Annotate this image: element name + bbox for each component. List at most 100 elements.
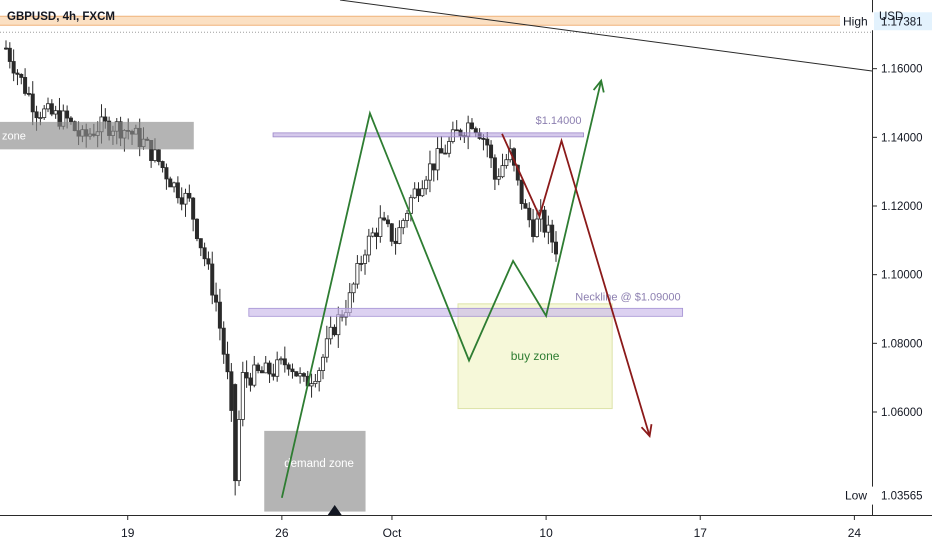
candle [286,362,291,376]
candle [447,136,452,158]
candle-body [202,247,207,260]
candle [236,410,241,487]
candle [527,202,532,228]
candle [210,251,215,305]
candle-body [278,358,283,361]
candle-body [294,371,299,377]
candle [202,242,207,267]
price-tick-label: 1.16000 [881,64,923,76]
event-triangle-marker[interactable] [327,505,342,515]
candle-body [370,232,375,237]
price-tick-label: 1.14000 [881,132,923,144]
candle-body [504,159,509,167]
candle [23,68,28,96]
candle-body [179,197,184,205]
candle-body [164,167,169,180]
time-axis-labels[interactable]: 19 26 Oct 10 17 24 [121,516,861,540]
candle-body [26,93,31,95]
candle-body [424,179,429,190]
projection-paths-layer [280,78,653,515]
candle [187,184,192,202]
candle [546,215,551,245]
resistance-band[interactable] [272,132,584,138]
candle [263,355,268,374]
candle [500,153,505,179]
candle [355,255,360,289]
candle [244,360,249,388]
candle-body [554,241,559,255]
candle-body [397,227,402,244]
candle-body [206,258,211,265]
candle [435,136,440,181]
symbol-title: GBPUSD, 4h, FXCM [7,11,115,23]
demand-zone-box[interactable] [264,430,366,512]
candle-body [38,117,43,119]
candle-body [374,232,379,237]
candle-body [210,263,215,296]
candle [49,99,54,117]
candle [431,163,436,182]
candle-body [53,110,58,115]
candle-body [359,263,364,265]
candle [492,154,497,190]
candle [206,251,211,270]
candle [179,187,184,211]
candle [523,199,528,209]
candle [259,366,264,374]
supply-zone-band[interactable] [0,121,194,150]
candle-body [175,182,180,199]
candle [389,223,394,247]
candle-body [385,219,390,225]
descending-trendline[interactable] [339,0,873,72]
candle-body [328,326,333,340]
candle-body [46,103,51,110]
candle [554,231,559,262]
candle [385,215,390,228]
candle [443,144,448,155]
candle [172,181,177,193]
candle-body [30,93,35,113]
time-axis-background [0,516,873,550]
candle-body [420,188,425,197]
candle-body [248,377,253,386]
candle [366,228,371,263]
neckline-band[interactable] [248,307,684,317]
time-tick-label: 19 [121,526,135,540]
candle-body [236,419,241,482]
candle-body [469,122,474,130]
green-projection-path-arrowhead [592,78,605,93]
candle-body [15,72,20,75]
candle-body [7,47,12,62]
candle-body [523,203,528,209]
candle-body [317,370,322,382]
candle-body [23,77,28,94]
candle [328,316,333,345]
candle [11,49,16,82]
candle-body [336,314,341,336]
candle-body [412,188,417,199]
high-value-label: 1.17381 [881,16,923,28]
candle [42,105,47,120]
high-band [0,16,872,26]
candle [282,346,287,373]
candle [550,219,555,253]
candle-body [275,359,280,377]
candle [290,363,295,379]
green-projection-path[interactable] [280,80,603,499]
candle-body [401,220,406,229]
candle-body [492,157,497,180]
candle [30,81,35,126]
red-projection-path[interactable] [501,133,651,437]
candle [412,182,417,199]
candle [26,86,31,97]
candle [191,197,196,232]
buy-zone-box[interactable] [457,303,613,410]
zones-back-layer [0,0,873,410]
high-value-bg [874,12,932,31]
candle-body [531,219,536,237]
price-axis-labels[interactable]: 1.06000 1.08000 1.10000 1.12000 1.14000 1.160… [840,12,932,505]
candle [542,205,547,238]
